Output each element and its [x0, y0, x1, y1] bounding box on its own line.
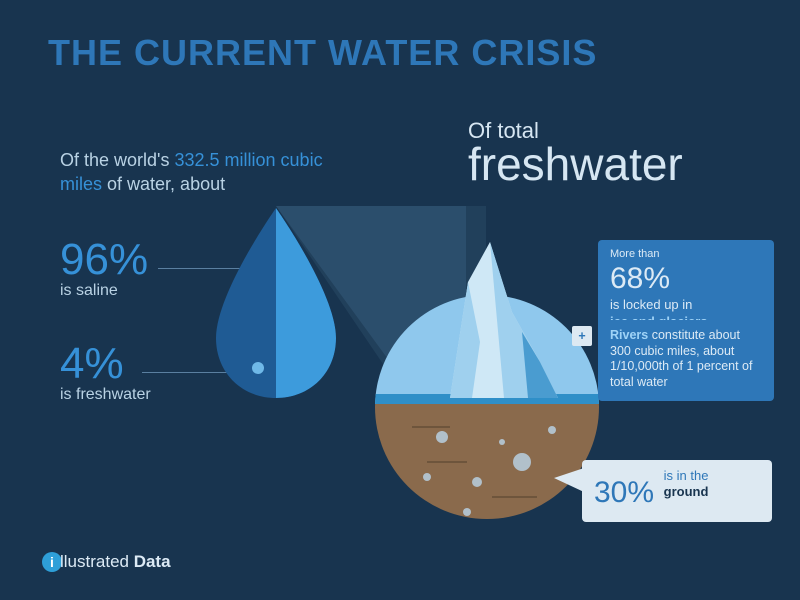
callout-ice-rest-a: is locked up in: [610, 297, 692, 312]
callout-ice-pct: 68%: [610, 260, 670, 298]
freshwater-heading: Of total freshwater: [468, 118, 683, 185]
intro-post: of water, about: [102, 174, 225, 194]
callout-rivers-em: Rivers: [610, 328, 648, 342]
callout-ground-rest-a: is in the: [664, 468, 709, 483]
callout-rivers: + Rivers constitute about 300 cubic mile…: [598, 320, 774, 401]
logo-word2: Data: [134, 552, 171, 571]
page-title: THE CURRENT WATER CRISIS: [0, 0, 800, 74]
logo-word1: llustrated: [60, 552, 134, 571]
callout-ground-rest: is in the ground: [664, 468, 709, 501]
callout-ground: 30% is in the ground: [582, 460, 772, 522]
intro-sentence: Of the world's 332.5 million cubic miles…: [60, 148, 330, 197]
stat-freshwater: 4% is freshwater: [60, 342, 151, 404]
stat-saline-label: is saline: [60, 282, 148, 300]
intro-pre: Of the world's: [60, 150, 174, 170]
stat-fresh-value: 4%: [60, 342, 151, 386]
stat-saline: 96% is saline: [60, 238, 148, 300]
callout-ground-pct: 30%: [594, 474, 654, 512]
logo-i-badge: i: [42, 552, 62, 572]
stat-fresh-label: is freshwater: [60, 386, 151, 404]
plus-icon: +: [572, 326, 592, 346]
freshwater-large: freshwater: [468, 144, 683, 185]
brand-logo: illustrated Data: [42, 552, 171, 572]
stat-saline-value: 96%: [60, 238, 148, 282]
callout-ground-pointer: [554, 468, 594, 508]
callout-ground-em: ground: [664, 484, 709, 499]
